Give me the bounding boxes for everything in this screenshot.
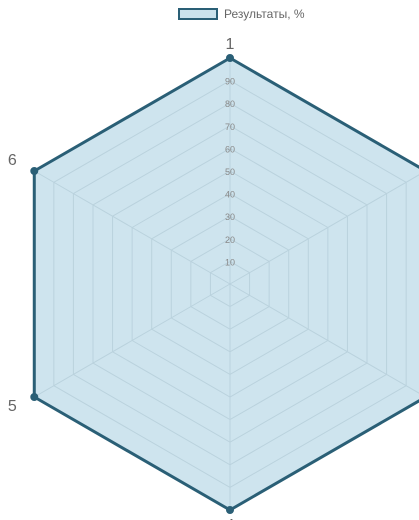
r-tick-label: 50	[225, 167, 235, 177]
r-tick-label: 30	[225, 212, 235, 222]
r-tick-label: 40	[225, 190, 235, 200]
r-tick-label: 70	[225, 122, 235, 132]
legend[interactable]: Результаты, %	[178, 7, 305, 21]
axis-label: 5	[8, 398, 17, 415]
data-point	[226, 506, 234, 514]
axis-label: 4	[226, 517, 235, 520]
axis-label: 6	[8, 152, 17, 169]
legend-swatch	[178, 8, 218, 20]
data-point	[30, 167, 39, 175]
data-point	[30, 393, 39, 401]
axis-label: 1	[226, 36, 235, 53]
r-tick-label: 10	[225, 257, 235, 267]
r-tick-label: 20	[225, 235, 235, 245]
r-tick-label: 80	[225, 99, 235, 109]
data-point	[226, 54, 234, 62]
r-tick-label: 90	[225, 77, 235, 87]
legend-label: Результаты, %	[224, 7, 305, 21]
r-tick-label: 60	[225, 144, 235, 154]
